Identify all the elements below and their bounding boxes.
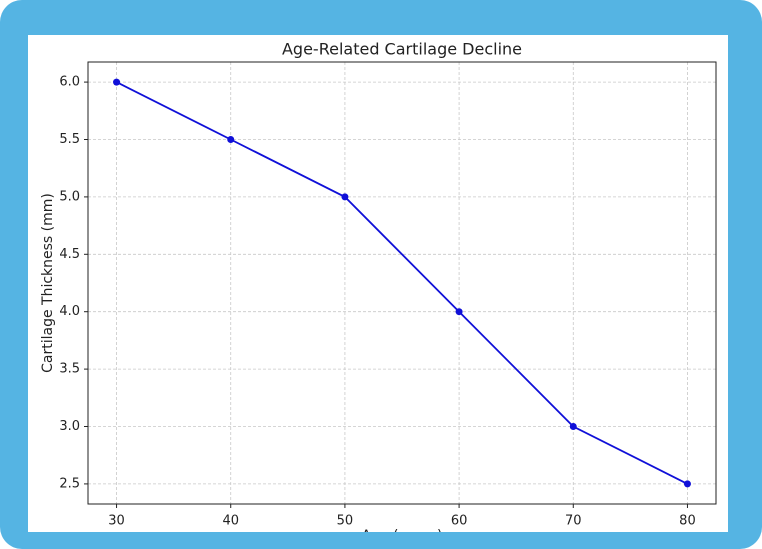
axes-frame: [87, 61, 717, 505]
data-point: [341, 193, 349, 201]
data-point: [683, 480, 691, 488]
y-tick-label: 4.0: [59, 304, 80, 319]
x-tick-label: 80: [679, 514, 696, 529]
plot: Age-Related Cartilage Decline Age (years…: [40, 40, 717, 544]
y-tick-label: 5.0: [59, 189, 80, 204]
data-point: [569, 423, 577, 431]
panel: [28, 35, 728, 532]
y-tick-label: 6.0: [59, 75, 80, 90]
data-line: [116, 81, 688, 485]
y-axis-label: Cartilage Thickness (mm): [40, 193, 56, 373]
y-tick-label: 5.5: [59, 132, 80, 147]
data-point: [113, 78, 121, 86]
x-tick-label: 60: [451, 514, 468, 529]
x-tick-label: 50: [337, 514, 354, 529]
chart-title: Age-Related Cartilage Decline: [282, 40, 522, 59]
y-tick-label: 3.0: [59, 419, 80, 434]
x-axis-label: Age (years): [362, 528, 443, 544]
y-tick-label: 4.5: [59, 247, 80, 262]
x-tick-label: 70: [565, 514, 582, 529]
y-tick-label: 3.5: [59, 362, 80, 377]
data-point: [227, 135, 235, 143]
x-tick-label: 30: [108, 514, 125, 529]
data-point: [455, 308, 463, 316]
y-tick-label: 2.5: [59, 476, 80, 491]
x-tick-label: 40: [222, 514, 239, 529]
